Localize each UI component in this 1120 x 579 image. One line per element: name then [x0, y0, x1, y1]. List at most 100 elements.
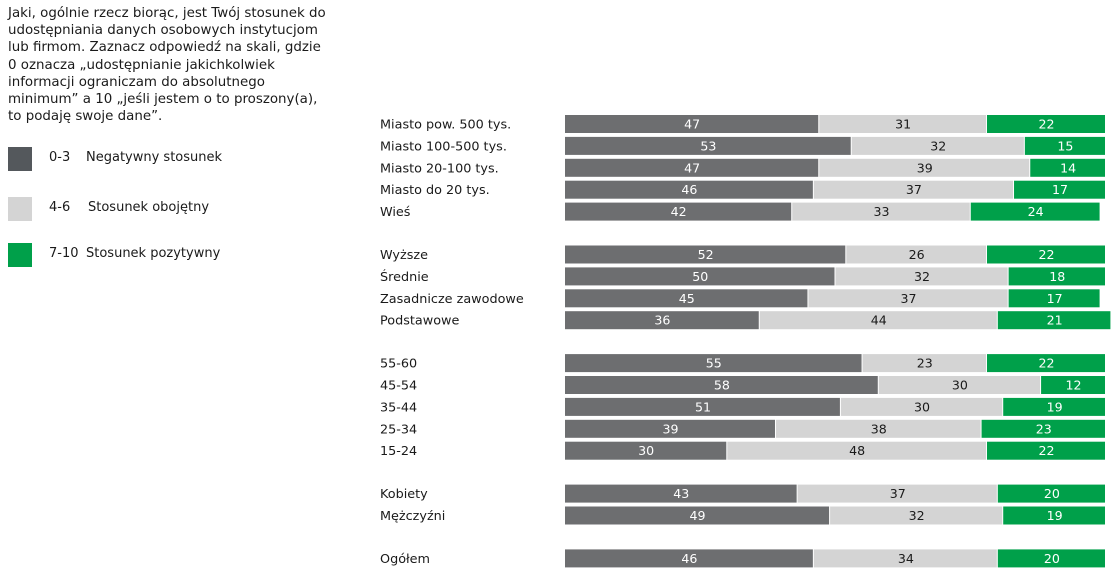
data-label-neutral: 31: [895, 117, 911, 132]
data-label-negative: 53: [700, 138, 716, 153]
data-label-negative: 30: [638, 443, 654, 458]
bar-segment-neutral: [759, 311, 997, 330]
bar-segment-positive: [986, 354, 1105, 373]
data-label-neutral: 38: [871, 421, 887, 436]
data-label-neutral: 37: [901, 291, 917, 306]
legend-range-positive: 7-10: [49, 246, 79, 261]
bar-segment-negative: [565, 484, 797, 503]
bar-segment-negative: [565, 180, 813, 199]
data-label-neutral: 26: [909, 247, 925, 262]
category-label: Wyższe: [380, 248, 428, 263]
bar-segment-positive: [986, 245, 1105, 264]
data-label-negative: 51: [695, 399, 711, 414]
category-label: Miasto 100-500 tys.: [380, 139, 507, 154]
bar-segment-negative: [565, 115, 819, 133]
bar-segment-positive: [970, 202, 1100, 221]
question-text: Jaki, ogólnie rzecz biorąc, jest Twój st…: [8, 6, 326, 125]
bar-segment-positive: [997, 484, 1105, 503]
legend-item-positive: 7-10 Stosunek pozytywny: [8, 243, 368, 267]
data-label-positive: 14: [1060, 160, 1076, 175]
legend-range-negative: 0-3: [49, 150, 71, 165]
bar-segment-neutral: [862, 354, 986, 373]
bar-segment-positive: [981, 419, 1105, 438]
data-label-neutral: 23: [917, 356, 933, 371]
bar-segment-neutral: [819, 115, 986, 133]
bar-segment-negative: [565, 289, 808, 308]
data-label-negative: 46: [681, 551, 697, 566]
bar-segment-positive: [1003, 397, 1105, 416]
bar-segment-neutral: [830, 506, 1003, 525]
category-label: 35-44: [380, 400, 417, 415]
data-label-positive: 12: [1066, 378, 1082, 393]
data-label-negative: 47: [684, 117, 700, 132]
data-label-positive: 15: [1057, 138, 1073, 153]
data-label-positive: 23: [1036, 421, 1052, 436]
bar-segment-negative: [565, 397, 840, 416]
legend-item-neutral: 4-6 Stosunek obojętny: [8, 197, 368, 221]
bar-segment-positive: [997, 549, 1105, 568]
bar-segment-positive: [1008, 267, 1105, 286]
bar-segment-neutral: [727, 441, 986, 460]
bar-segment-positive: [1014, 180, 1105, 199]
bar-segment-negative: [565, 376, 878, 394]
bar-segment-neutral: [846, 245, 986, 264]
bar-segment-negative: [565, 267, 835, 286]
data-label-positive: 22: [1038, 356, 1054, 371]
legend-label-positive: Stosunek pozytywny: [86, 246, 221, 261]
category-label: 45-54: [380, 379, 417, 394]
legend-swatch-negative: [8, 147, 32, 171]
bar-segment-positive: [986, 441, 1105, 460]
category-label: Mężczyźni: [380, 509, 445, 524]
bar-segment-negative: [565, 245, 846, 264]
legend-swatch-positive: [8, 243, 32, 267]
data-label-neutral: 44: [871, 313, 887, 328]
category-label: 15-24: [380, 444, 417, 459]
bar-segment-negative: [565, 202, 792, 221]
data-label-neutral: 39: [917, 160, 933, 175]
data-label-positive: 17: [1047, 291, 1063, 306]
bar-segment-positive: [1024, 136, 1105, 155]
data-label-positive: 20: [1044, 551, 1060, 566]
bar-segment-positive: [1030, 158, 1105, 177]
data-label-neutral: 48: [849, 443, 865, 458]
data-label-positive: 19: [1047, 399, 1063, 414]
bar-segment-neutral: [878, 376, 1041, 394]
bar-segment-negative: [565, 506, 830, 525]
data-label-negative: 49: [690, 508, 706, 523]
data-label-positive: 18: [1049, 269, 1065, 284]
legend-label-neutral: Stosunek obojętny: [88, 200, 210, 215]
bar-segment-neutral: [819, 158, 1030, 177]
legend-swatch-neutral: [8, 197, 32, 221]
data-label-neutral: 37: [890, 486, 906, 501]
bar-segment-negative: [565, 311, 759, 330]
legend-label-negative: Negatywny stosunek: [86, 150, 223, 165]
data-label-neutral: 37: [906, 182, 922, 197]
data-label-positive: 22: [1038, 117, 1054, 132]
bar-segment-negative: [565, 136, 851, 155]
data-label-negative: 42: [671, 204, 687, 219]
data-label-neutral: 32: [930, 138, 946, 153]
data-label-negative: 46: [681, 182, 697, 197]
bar-segment-positive: [986, 115, 1105, 133]
data-label-positive: 19: [1047, 508, 1063, 523]
data-label-neutral: 33: [873, 204, 889, 219]
data-label-positive: 22: [1038, 443, 1054, 458]
data-label-negative: 55: [706, 356, 722, 371]
category-label: Kobiety: [380, 487, 428, 502]
bar-segment-negative: [565, 549, 813, 568]
bar-segment-neutral: [813, 549, 997, 568]
bar-segment-neutral: [792, 202, 970, 221]
category-label: Ogółem: [380, 552, 430, 567]
bar-segment-negative: [565, 354, 862, 373]
data-label-negative: 52: [698, 247, 714, 262]
data-label-negative: 45: [679, 291, 695, 306]
bar-segment-neutral: [797, 484, 997, 503]
bar-segment-positive: [1003, 506, 1105, 525]
bar-segment-neutral: [813, 180, 1014, 199]
data-label-negative: 39: [662, 421, 678, 436]
bar-segment-negative: [565, 419, 775, 438]
category-label: Podstawowe: [380, 314, 460, 329]
bar-segment-neutral: [775, 419, 981, 438]
data-label-neutral: 30: [914, 399, 930, 414]
data-label-neutral: 32: [914, 269, 930, 284]
